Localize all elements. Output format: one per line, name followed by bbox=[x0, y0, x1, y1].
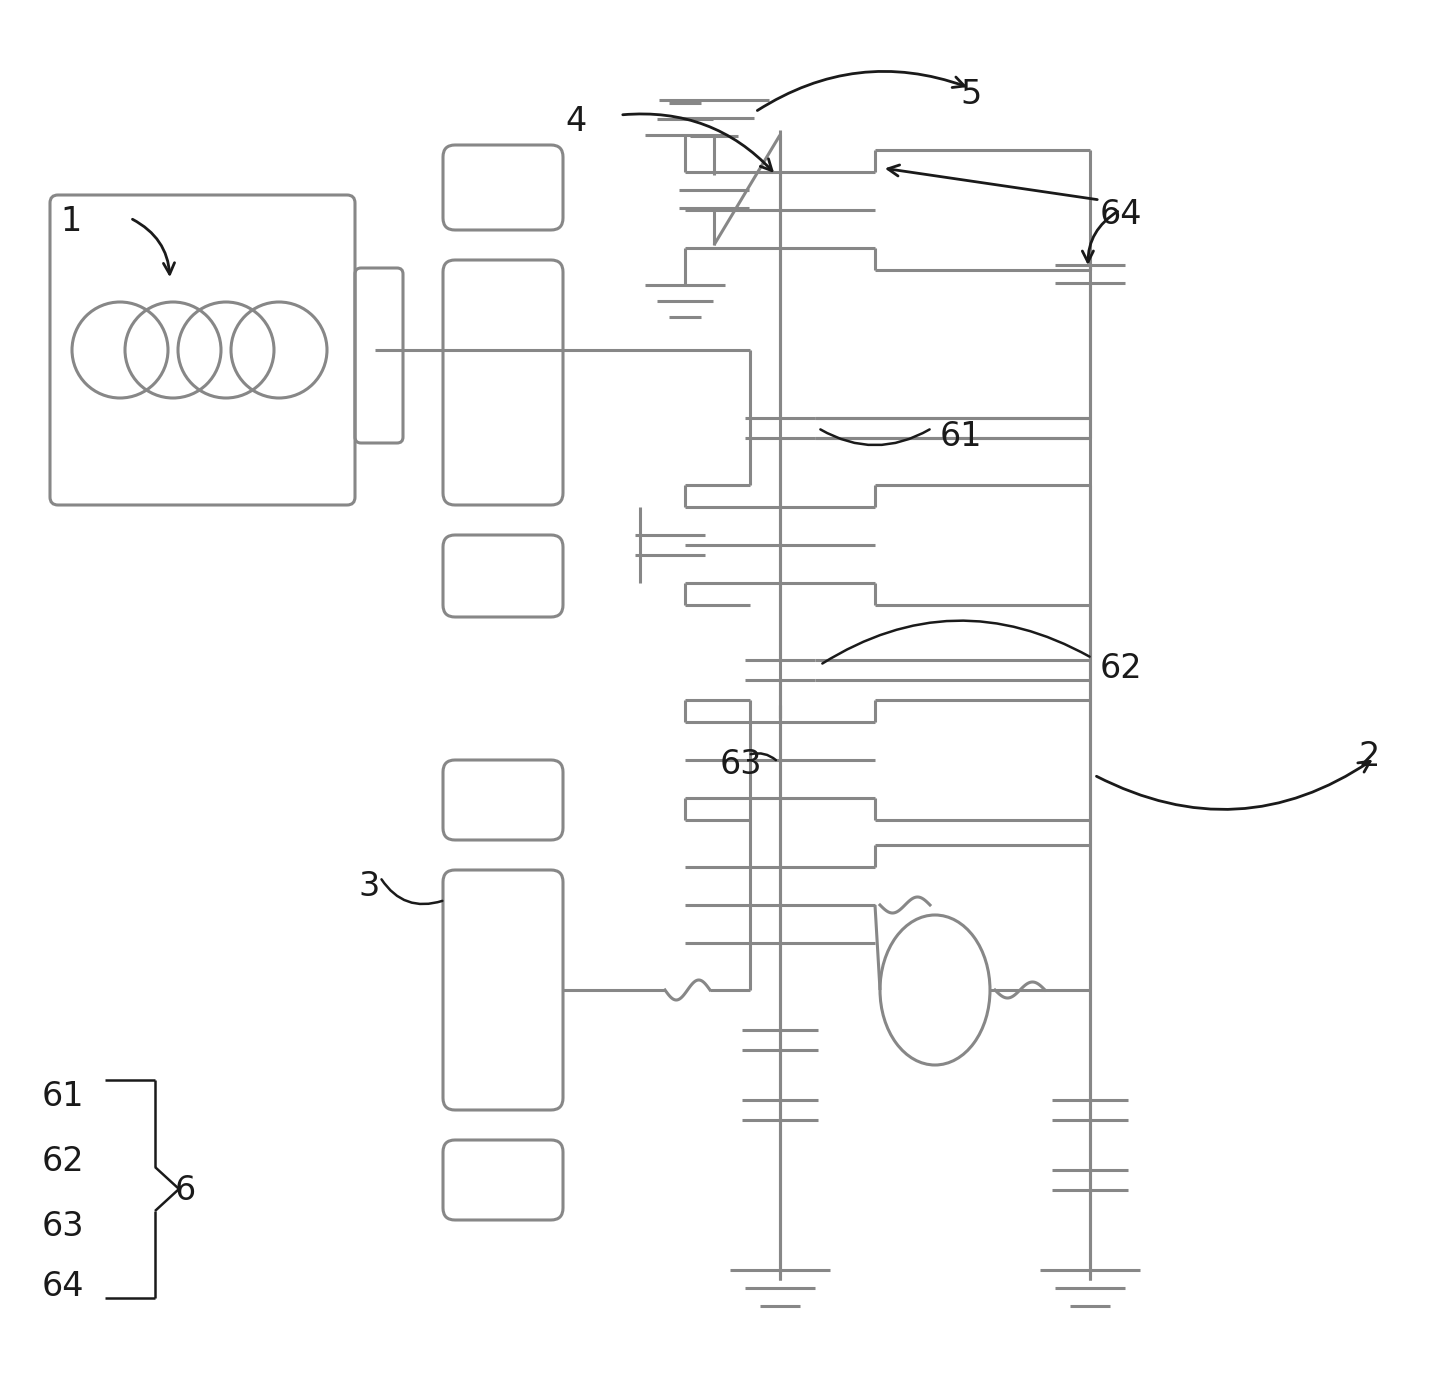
Text: 1: 1 bbox=[59, 205, 81, 239]
Text: 6: 6 bbox=[175, 1173, 197, 1207]
Text: 64: 64 bbox=[1100, 198, 1142, 232]
Text: 5: 5 bbox=[960, 78, 982, 111]
Text: 61: 61 bbox=[940, 420, 983, 454]
Text: 61: 61 bbox=[42, 1080, 84, 1112]
Text: 4: 4 bbox=[565, 105, 586, 137]
Text: 3: 3 bbox=[358, 870, 379, 903]
Text: 64: 64 bbox=[42, 1270, 84, 1302]
Text: 63: 63 bbox=[42, 1209, 84, 1243]
Text: 63: 63 bbox=[720, 748, 763, 781]
Text: 2: 2 bbox=[1358, 741, 1380, 773]
Text: 62: 62 bbox=[1100, 652, 1142, 685]
Text: 62: 62 bbox=[42, 1146, 84, 1178]
